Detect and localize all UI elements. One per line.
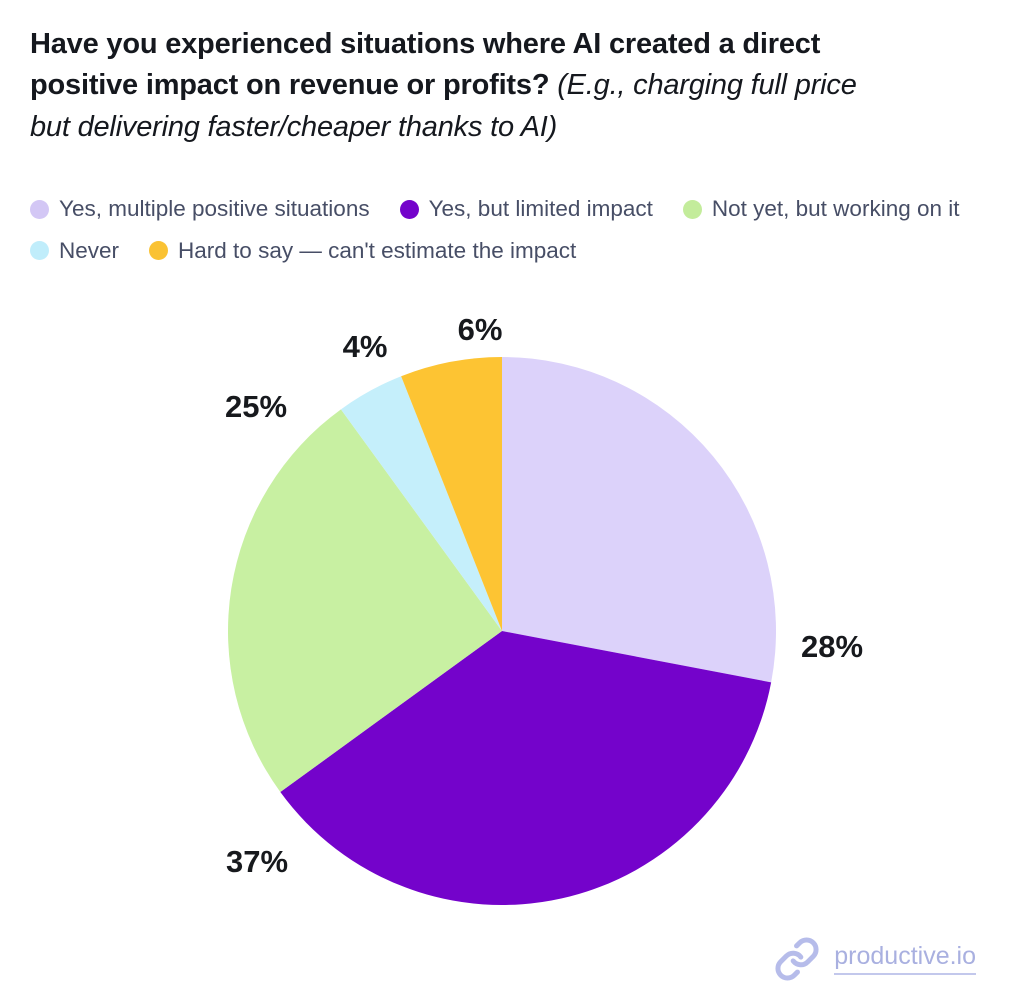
- legend-swatch-icon: [30, 199, 49, 219]
- legend: Yes, multiple positive situations Yes, b…: [30, 194, 980, 265]
- legend-item-label: Hard to say — can't estimate the impact: [178, 237, 577, 263]
- legend-item: Not yet, but working on it: [682, 194, 960, 223]
- pie-slice-3: [340, 376, 502, 631]
- pie-value-label-4: 6%: [458, 312, 503, 347]
- pie-value-label-2: 25%: [225, 389, 287, 424]
- page-title: Have you experienced situations where AI…: [30, 24, 880, 148]
- legend-item-label: Never: [59, 237, 120, 263]
- pie-value-label-3: 4%: [343, 329, 388, 364]
- legend-swatch-icon: [682, 199, 702, 219]
- legend-item: Yes, multiple positive situations: [30, 194, 370, 223]
- legend-item-label: Yes, but limited impact: [428, 196, 653, 222]
- legend-swatch-icon: [399, 199, 419, 219]
- pie-slice-0: [502, 357, 777, 683]
- legend-item-label: Yes, multiple positive situations: [59, 196, 370, 222]
- pie-value-label-1: 37%: [226, 844, 288, 879]
- link-icon: [775, 937, 819, 981]
- pie-slice-4: [401, 357, 502, 631]
- legend-swatch-icon: [30, 240, 49, 260]
- header: Have you experienced situations where AI…: [0, 0, 940, 148]
- title-example: (E.g., charging full price but deliverin…: [30, 69, 857, 143]
- legend-swatch-icon: [149, 240, 169, 260]
- title-question: Have you experienced situations where AI…: [30, 28, 821, 102]
- pie-value-label-0: 28%: [801, 629, 863, 664]
- legend-item: Yes, but limited impact: [399, 194, 653, 223]
- legend-item: Hard to say — can't estimate the impact: [149, 236, 576, 265]
- footer-brand: productive.io: [774, 936, 976, 982]
- pie-slice-2: [228, 409, 502, 793]
- legend-item: Never: [30, 236, 119, 265]
- brand-link[interactable]: productive.io: [834, 942, 976, 976]
- legend-item-label: Not yet, but working on it: [711, 196, 960, 222]
- pie-slice-1: [280, 631, 772, 905]
